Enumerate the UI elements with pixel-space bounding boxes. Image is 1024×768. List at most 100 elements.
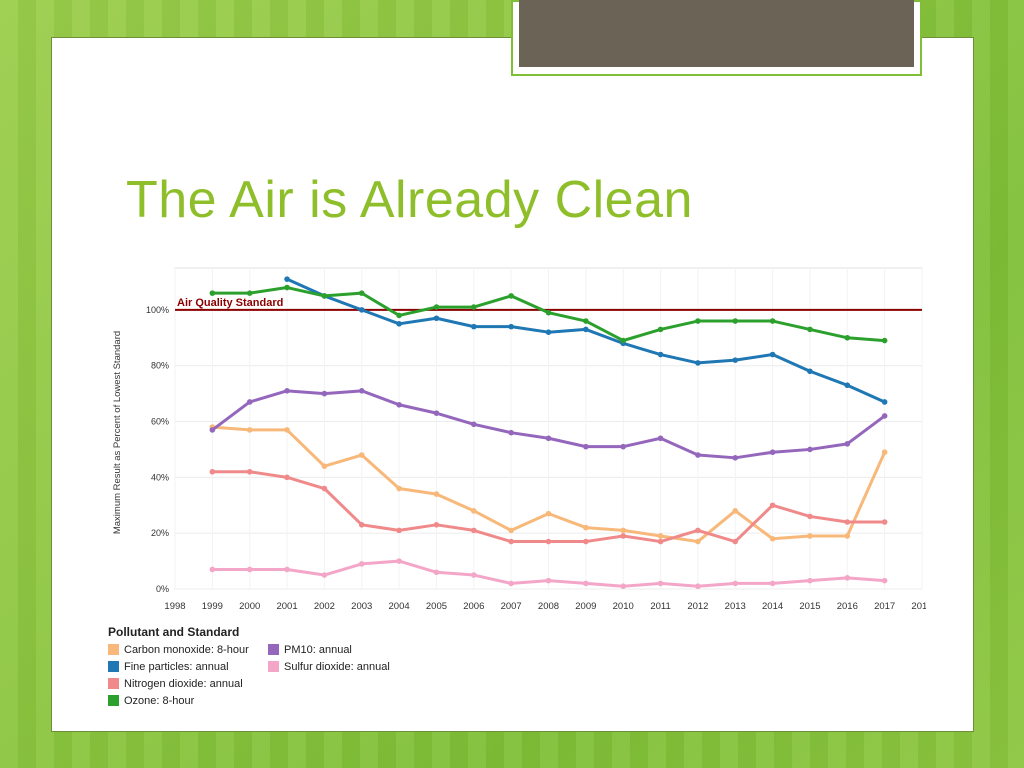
legend-label: Fine particles: annual	[124, 660, 229, 673]
chart-container: 0% 20% 40% 60% 80% 100% 1998 1999 2000 2001 2002 20…	[106, 265, 926, 710]
x-tick-label: 2008	[538, 601, 559, 612]
y-tick-label: 60%	[151, 417, 169, 427]
data-point	[620, 443, 626, 450]
legend-swatch	[108, 644, 119, 655]
legend-item: Ozone: 8-hour	[108, 693, 268, 708]
x-tick-label: 1999	[202, 601, 223, 612]
x-tick-label: 2004	[389, 601, 410, 612]
data-point	[844, 519, 851, 525]
data-point	[844, 575, 851, 581]
data-point	[471, 508, 477, 514]
legend-title: Pollutant and Standard	[108, 625, 240, 639]
legend-swatch	[108, 661, 119, 672]
legend-grid: Carbon monoxide: 8-hour PM10: annual Fine …	[108, 642, 428, 708]
data-point	[695, 452, 701, 458]
data-point	[545, 329, 552, 335]
data-point	[209, 566, 216, 573]
data-point	[732, 318, 739, 324]
data-point	[433, 304, 440, 310]
data-point	[433, 315, 440, 322]
data-point	[620, 337, 626, 344]
x-tick-label: 2005	[426, 601, 447, 612]
data-point	[657, 580, 664, 587]
data-point	[732, 580, 739, 587]
data-point	[321, 293, 328, 299]
data-point	[433, 522, 440, 528]
x-tick-label: 2000	[239, 601, 260, 612]
data-point	[358, 290, 365, 296]
data-point	[246, 468, 253, 475]
legend-item: Nitrogen dioxide: annual	[108, 676, 268, 691]
data-point	[807, 326, 813, 333]
x-tick-label: 1998	[164, 601, 185, 612]
data-point	[396, 527, 402, 534]
data-point	[396, 401, 402, 408]
data-point	[732, 508, 739, 514]
data-point	[508, 527, 514, 534]
data-point	[284, 276, 290, 282]
data-point	[769, 351, 776, 358]
data-point	[695, 527, 701, 534]
data-point	[321, 572, 328, 578]
x-tick-label: 2007	[501, 601, 522, 612]
data-point	[769, 318, 776, 324]
data-point	[321, 463, 328, 469]
data-point	[769, 535, 776, 542]
data-point	[620, 527, 626, 534]
data-point	[545, 538, 552, 545]
data-point	[358, 388, 365, 394]
legend-spacer	[268, 693, 428, 708]
legend-label: PM10: annual	[284, 643, 352, 656]
data-point	[209, 468, 216, 475]
line-chart: 0% 20% 40% 60% 80% 100% 1998 1999 2000 2001 2002 20…	[112, 267, 926, 612]
data-point	[769, 502, 776, 509]
x-tick-label: 2015	[799, 601, 820, 612]
data-point	[657, 533, 664, 539]
data-point	[881, 337, 888, 344]
data-point	[881, 577, 888, 584]
x-tick-label: 2006	[463, 601, 484, 612]
data-point	[881, 519, 888, 525]
x-tick-label: 2009	[575, 601, 596, 612]
data-point	[284, 566, 290, 573]
data-point	[844, 441, 851, 447]
data-point	[284, 474, 290, 481]
data-point	[396, 321, 402, 327]
data-point	[508, 293, 514, 299]
data-point	[732, 357, 739, 363]
x-tick-label: 2011	[650, 601, 670, 612]
data-point	[209, 290, 216, 296]
data-point	[508, 580, 514, 587]
data-point	[657, 351, 664, 358]
data-point	[657, 538, 664, 545]
data-point	[769, 580, 776, 587]
data-point	[433, 410, 440, 416]
legend-label: Carbon monoxide: 8-hour	[124, 643, 249, 656]
data-point	[583, 580, 589, 587]
x-tick-label: 2016	[837, 601, 858, 612]
y-tick-label: 20%	[151, 528, 169, 538]
x-tick-label: 2017	[874, 601, 895, 612]
data-point	[433, 569, 440, 576]
data-point	[396, 312, 402, 319]
legend-label: Ozone: 8-hour	[124, 694, 195, 707]
data-point	[695, 360, 701, 366]
data-point	[358, 522, 365, 528]
picture-placeholder	[519, 0, 914, 67]
legend-label: Sulfur dioxide: annual	[284, 660, 390, 673]
data-point	[807, 577, 813, 584]
data-point	[433, 491, 440, 497]
data-point	[881, 413, 888, 419]
y-axis-label: Maximum Result as Percent of Lowest Stan…	[112, 331, 123, 534]
legend: Pollutant and Standard Carbon monoxide: …	[108, 625, 428, 708]
data-point	[583, 443, 589, 450]
y-tick-label: 40%	[151, 472, 169, 482]
data-point	[695, 583, 701, 590]
slide-title: The Air is Already Clean	[126, 171, 693, 229]
data-point	[246, 427, 253, 433]
legend-item: Fine particles: annual	[108, 659, 268, 674]
data-point	[583, 326, 589, 333]
legend-item: Carbon monoxide: 8-hour	[108, 642, 268, 657]
x-tick-label: 2018	[911, 601, 926, 612]
data-point	[508, 538, 514, 545]
